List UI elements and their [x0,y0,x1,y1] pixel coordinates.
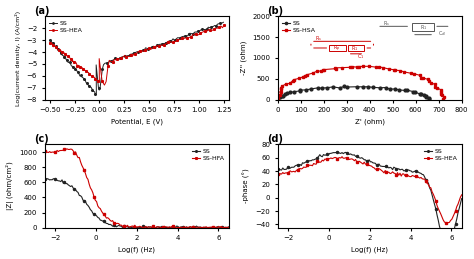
Text: (d): (d) [267,134,283,144]
Legend: SS, SS-HEA: SS, SS-HEA [48,19,83,34]
Legend: SS, SS-HFA: SS, SS-HFA [191,148,226,162]
Text: R$_{s}$: R$_{s}$ [315,34,322,42]
Legend: SS, SS-HEA: SS, SS-HEA [423,148,458,162]
Text: (b): (b) [267,5,283,16]
Legend: SS, SS-HSA: SS, SS-HSA [281,19,317,34]
X-axis label: Log(f) (Hz): Log(f) (Hz) [118,247,155,254]
Text: R$_{s}$: R$_{s}$ [383,19,390,27]
Bar [412,23,434,31]
Bar [348,45,364,51]
X-axis label: Log(f) (Hz): Log(f) (Hz) [351,247,388,254]
Text: R$_1$: R$_1$ [420,23,428,32]
Y-axis label: -phase (°): -phase (°) [243,169,250,204]
Text: R$_p$: R$_p$ [333,43,340,54]
Text: (c): (c) [34,134,48,144]
Text: C$_{dl}$: C$_{dl}$ [438,29,447,38]
Text: C$_1$: C$_1$ [357,52,364,61]
Text: (a): (a) [34,5,49,16]
Y-axis label: |Z| (ohm/cm²): |Z| (ohm/cm²) [6,162,14,211]
Y-axis label: Log(current density, I) (A/cm²): Log(current density, I) (A/cm²) [15,10,21,106]
Text: R$_1$: R$_1$ [351,44,359,53]
X-axis label: Potential, E (V): Potential, E (V) [110,119,163,125]
X-axis label: Z' (ohm): Z' (ohm) [355,119,385,125]
Y-axis label: -Z'' (ohm): -Z'' (ohm) [240,41,246,75]
Bar [329,45,346,51]
